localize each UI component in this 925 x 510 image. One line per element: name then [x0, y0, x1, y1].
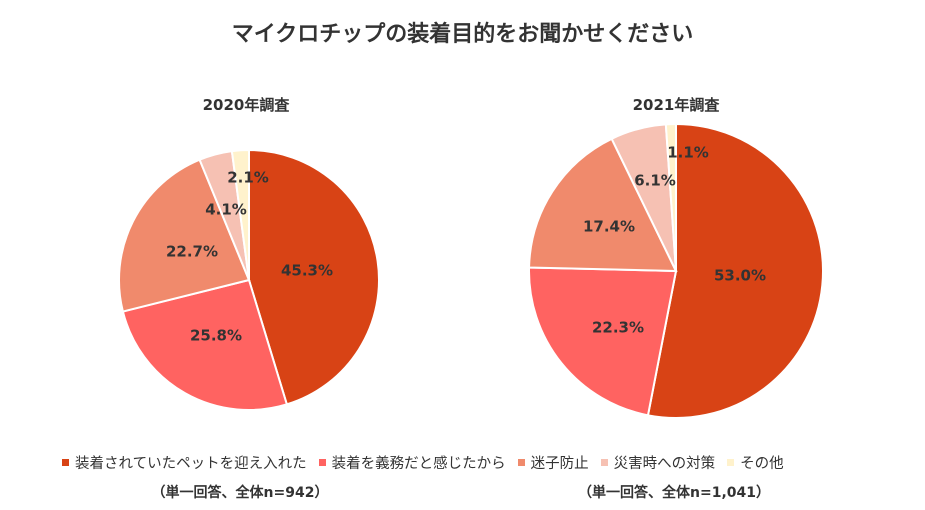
legend-item-lost-prevention: 迷子防止	[517, 452, 589, 473]
slice-value-label: 22.3%	[592, 319, 644, 337]
slice-value-label: 1.1%	[667, 144, 709, 162]
slice-value-label: 22.7%	[166, 243, 218, 261]
legend-item-other: その他	[727, 452, 784, 473]
pie-2021-title: 2021年調査	[632, 96, 720, 114]
slice-value-label: 6.1%	[634, 172, 676, 190]
legend-swatch	[62, 459, 69, 466]
note-2020: （単一回答、全体n=942）	[151, 485, 329, 501]
pie-slice-obligation	[121, 278, 289, 411]
slice-value-label: 53.0%	[714, 267, 766, 285]
slice-value-label: 2.1%	[227, 169, 269, 187]
legend-label: 迷子防止	[530, 456, 589, 472]
legend-swatch	[727, 459, 735, 466]
pie-slice-lost-prevention	[118, 158, 251, 313]
pie-slice-other	[664, 122, 677, 272]
legend-item-adopted: 装着されていたペットを迎え入れた	[62, 452, 307, 473]
pie-2020: 45.3% 25.8% 22.7% 4.1% 2.1%	[118, 148, 380, 411]
legend-item-obligation: 装着を義務だと感じたから	[318, 452, 506, 473]
legend-swatch	[517, 459, 525, 466]
legend-label: その他	[740, 456, 784, 472]
slice-value-label: 25.8%	[190, 327, 242, 345]
pie-2020-title: 2020年調査	[202, 96, 290, 114]
note-2021: （単一回答、全体n=1,041）	[578, 485, 770, 501]
pie-slice-adopted	[646, 122, 824, 419]
slice-value-label: 4.1%	[205, 201, 247, 219]
pie-slice-adopted	[248, 148, 380, 406]
legend-swatch	[318, 459, 326, 466]
legend-label: 装着を義務だと感じたから	[331, 456, 506, 472]
legend-item-disaster: 災害時への対策	[600, 452, 716, 473]
chart-title: マイクロチップの装着目的をお聞かせください	[231, 22, 694, 47]
pie-slice-lost-prevention	[528, 137, 678, 273]
slice-value-label: 17.4%	[583, 218, 635, 236]
legend-label: 災害時への対策	[613, 456, 716, 472]
legend: 装着されていたペットを迎え入れた 装着を義務だと感じたから 迷子防止 災害時への…	[62, 452, 902, 473]
pie-slice-obligation	[528, 266, 678, 417]
legend-label: 装着されていたペットを迎え入れた	[75, 456, 307, 472]
pie-2021: 53.0% 22.3% 17.4% 6.1% 1.1%	[528, 122, 824, 419]
pie-charts: 45.3% 25.8% 22.7% 4.1% 2.1% 53.0% 22.3% 17.4% 6…	[118, 122, 824, 419]
slice-value-label: 45.3%	[281, 262, 333, 280]
legend-swatch	[600, 459, 608, 466]
pie-slice-other	[230, 148, 250, 281]
